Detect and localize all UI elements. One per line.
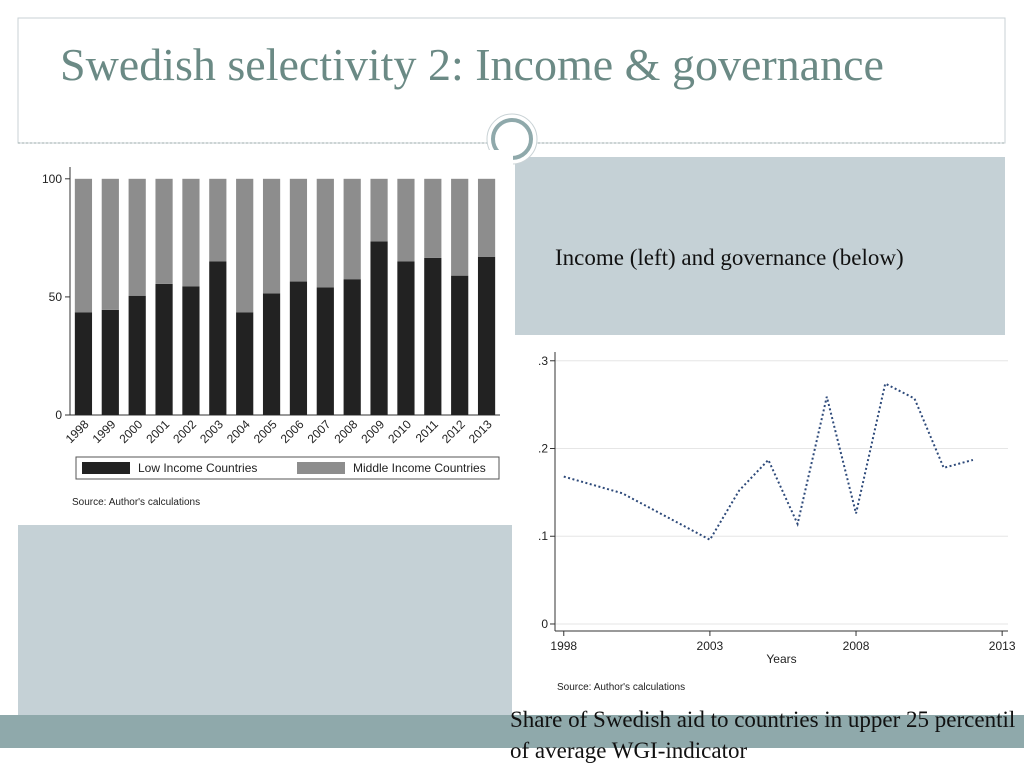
bar — [451, 178, 469, 276]
y-tick-label: 50 — [49, 290, 63, 304]
x-tick-label: 2003 — [697, 639, 724, 653]
legend-swatch — [297, 462, 345, 474]
x-tick-label: 2008 — [843, 639, 870, 653]
bar — [370, 241, 388, 415]
x-tick-label: 2013 — [989, 639, 1016, 653]
bar — [236, 312, 254, 415]
bar — [477, 256, 496, 415]
bar — [236, 178, 254, 313]
y-tick-label: 0 — [541, 617, 548, 631]
chart-bg — [513, 335, 1005, 713]
source-note: Source: Author's calculations — [557, 682, 685, 693]
bar — [397, 261, 415, 415]
legend-swatch — [82, 462, 130, 474]
bar — [101, 178, 119, 310]
x-tick-label: 1998 — [550, 639, 577, 653]
bar — [101, 309, 119, 415]
bar — [74, 312, 93, 415]
bar — [155, 283, 173, 415]
source-note: Source: Author's calculations — [72, 497, 200, 508]
panel — [515, 157, 1005, 335]
bar — [128, 178, 146, 296]
bar — [289, 178, 308, 282]
band — [0, 715, 1024, 748]
x-axis-title: Years — [766, 652, 796, 666]
bar — [316, 287, 334, 415]
bar — [74, 178, 93, 313]
bar — [424, 257, 442, 415]
y-tick-label: .1 — [538, 529, 548, 543]
y-tick-label: 0 — [55, 408, 62, 422]
bar — [262, 293, 281, 415]
bar — [316, 178, 334, 288]
y-tick-label: .2 — [538, 442, 548, 456]
bar — [370, 178, 388, 242]
bar — [182, 286, 200, 415]
bar — [424, 178, 442, 258]
bar — [262, 178, 281, 294]
bar — [343, 178, 361, 280]
bar — [343, 279, 361, 415]
caption: Income (left) and governance (below) — [555, 245, 904, 270]
title: Swedish selectivity 2: Income & governan… — [60, 39, 884, 90]
bar — [209, 178, 227, 262]
bar — [128, 295, 146, 415]
bar — [289, 281, 308, 415]
bar — [155, 178, 173, 284]
bar — [477, 178, 496, 257]
bottom-text: Share of Swedish aid to countries in upp… — [510, 707, 1016, 763]
legend-label: Middle Income Countries — [353, 461, 486, 475]
bar — [182, 178, 200, 287]
y-tick-label: 100 — [42, 172, 62, 186]
legend-box — [75, 456, 500, 480]
panel — [18, 525, 512, 715]
y-tick-label: .3 — [538, 354, 548, 368]
bar — [397, 178, 415, 262]
bar — [209, 261, 227, 415]
bar — [451, 275, 469, 415]
legend-label: Low Income Countries — [138, 461, 257, 475]
